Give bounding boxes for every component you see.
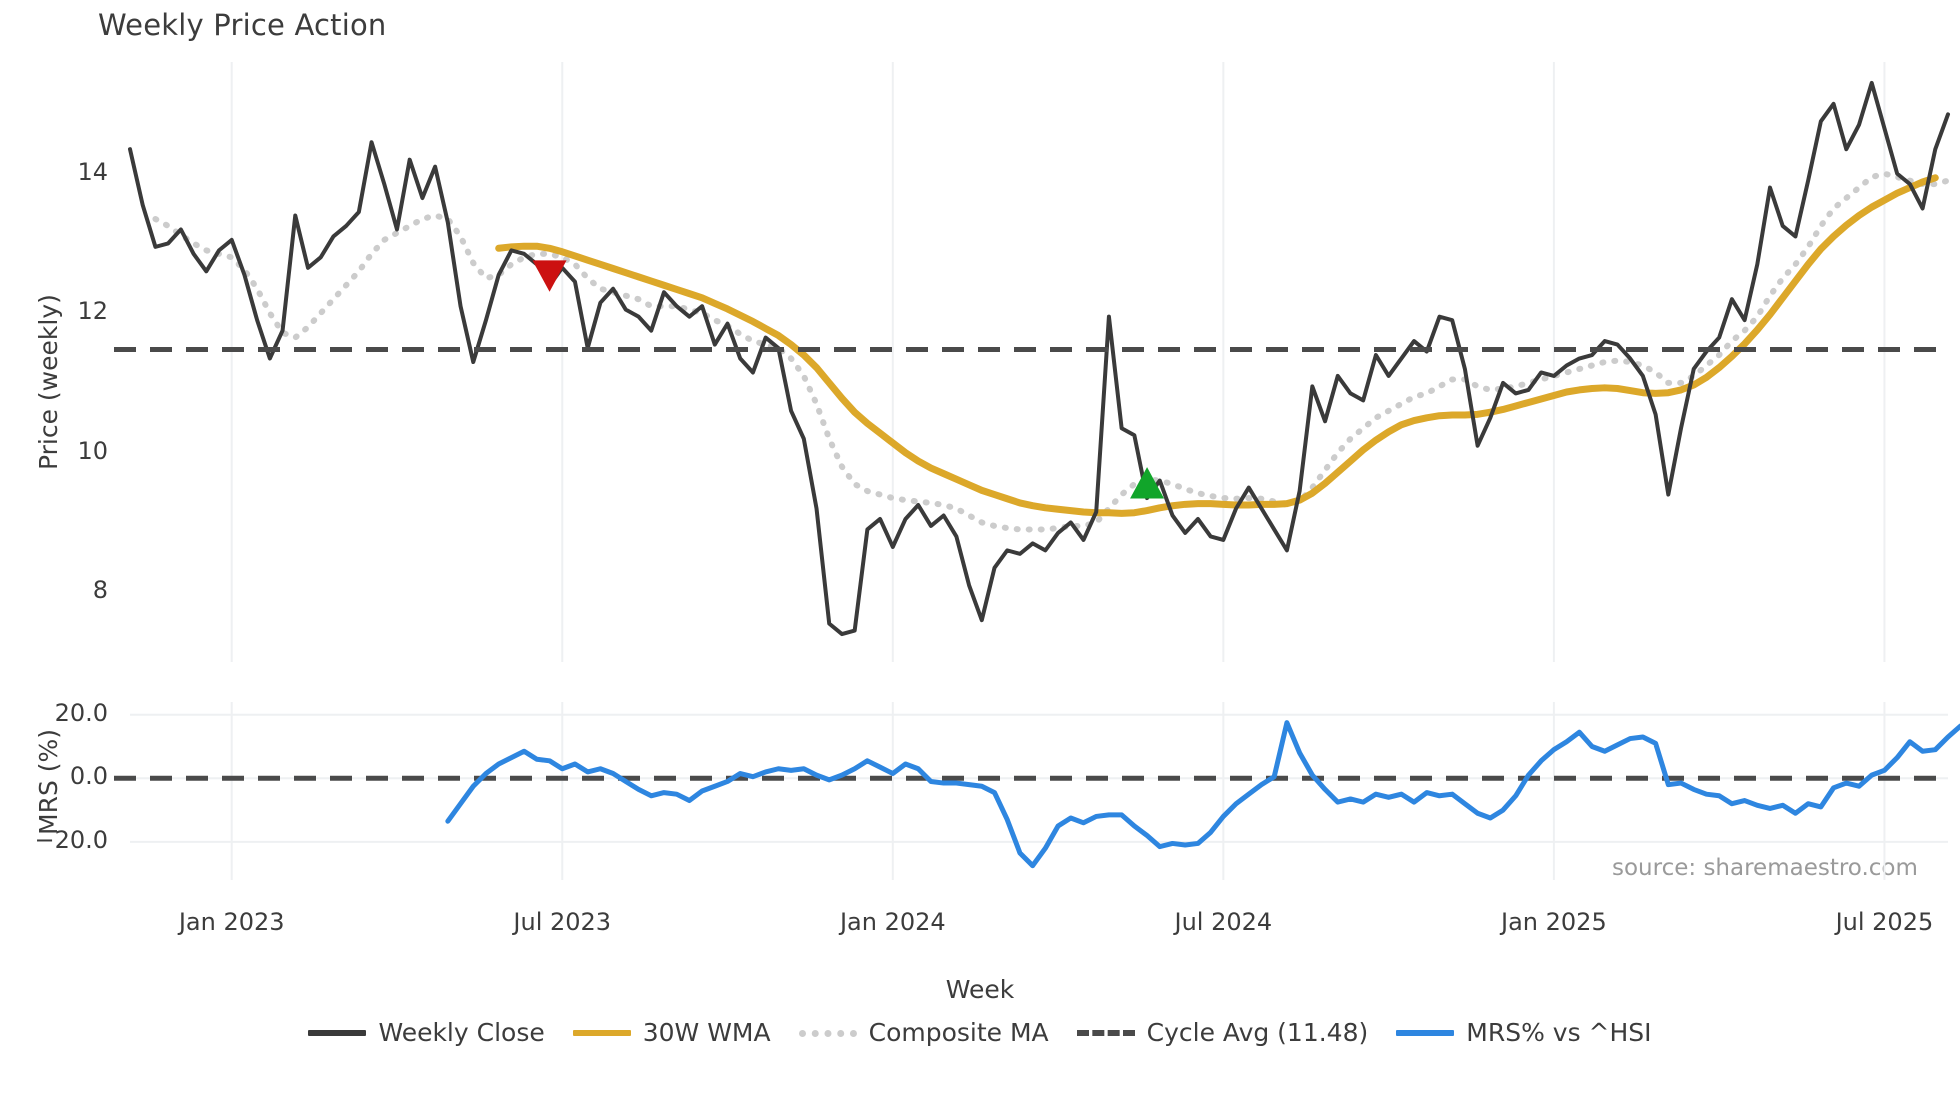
y-tick-price-1: 12 xyxy=(77,297,108,326)
series-mrs-pct xyxy=(445,720,1960,869)
y-tick-mrs-0: 20.0 xyxy=(54,698,108,727)
series-composite-ma xyxy=(152,170,1951,533)
page-title: Weekly Price Action xyxy=(98,8,387,42)
x-tick-3: Jul 2024 xyxy=(1174,908,1273,936)
x-tick-4: Jan 2025 xyxy=(1501,908,1607,936)
legend-label-mrs-pct: MRS% vs ^HSI xyxy=(1466,1018,1652,1047)
legend-item-composite-ma[interactable]: Composite MA xyxy=(798,1018,1049,1047)
legend-item-mrs-pct[interactable]: MRS% vs ^HSI xyxy=(1396,1018,1652,1047)
y-tick-mrs-2: −20.0 xyxy=(34,825,108,854)
legend-label-cycle-avg: Cycle Avg (11.48) xyxy=(1146,1018,1369,1047)
y-tick-price-0: 14 xyxy=(77,157,108,186)
y-tick-price-2: 10 xyxy=(77,436,108,465)
legend-label-weekly-close: Weekly Close xyxy=(378,1018,545,1047)
marker-sell[interactable] xyxy=(532,260,567,292)
legend-item-wma-30w[interactable]: 30W WMA xyxy=(572,1018,771,1047)
legend-label-composite-ma: Composite MA xyxy=(868,1018,1049,1047)
marker-buy[interactable] xyxy=(1130,467,1165,499)
legend-item-cycle-avg[interactable]: Cycle Avg (11.48) xyxy=(1076,1018,1369,1047)
x-tick-1: Jul 2023 xyxy=(513,908,612,936)
x-tick-5: Jul 2025 xyxy=(1835,908,1934,936)
legend-item-weekly-close[interactable]: Weekly Close xyxy=(308,1018,545,1047)
chart-legend: Weekly Close 30W WMA Composite MA Cycle Avg… xyxy=(0,1018,1960,1047)
source-note: source: sharemaestro.com xyxy=(1612,855,1918,881)
series-30w-wma xyxy=(495,174,1939,517)
x-tick-0: Jan 2023 xyxy=(178,908,285,936)
series-weekly-close xyxy=(128,80,1950,637)
y-tick-mrs-1: 0.0 xyxy=(69,762,108,791)
legend-label-wma-30w: 30W WMA xyxy=(642,1018,771,1047)
y-tick-price-3: 8 xyxy=(92,576,108,605)
x-tick-2: Jan 2024 xyxy=(839,908,946,936)
x-axis-title: Week xyxy=(945,975,1015,1004)
